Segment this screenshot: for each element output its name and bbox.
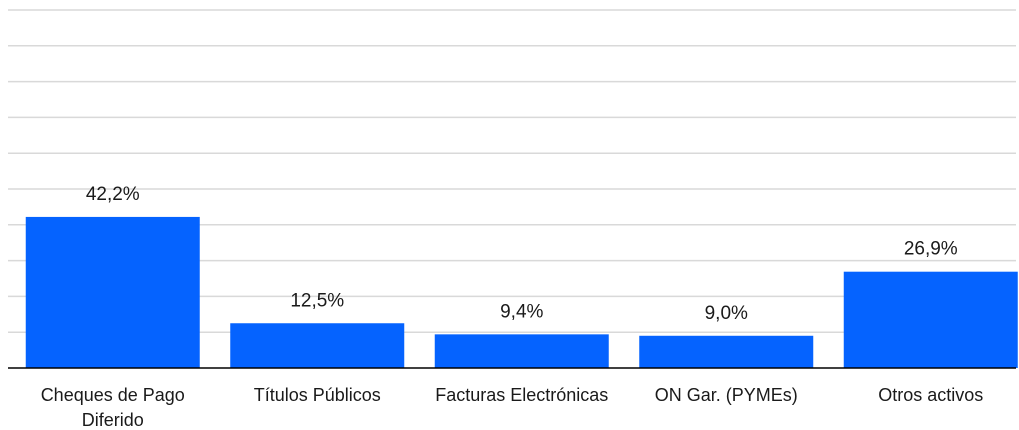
data-label: 26,9% [904, 239, 958, 260]
data-label: 12,5% [290, 290, 344, 311]
bar [230, 323, 405, 368]
bar [639, 335, 814, 368]
category-label: Otros activos [878, 385, 983, 405]
data-label: 9,4% [500, 301, 543, 322]
category-label: Títulos Públicos [254, 385, 381, 405]
bars [25, 216, 1018, 368]
bar [843, 271, 1018, 368]
category-labels: Cheques de Pago Diferido Títulos Públicos F… [41, 385, 984, 430]
category-label: Facturas Electrónicas [435, 385, 608, 405]
data-label: 9,0% [705, 303, 748, 324]
category-label: Cheques de Pago [41, 385, 185, 405]
data-labels: 42,2% 12,5% 9,4% 9,0% 26,9% [86, 184, 958, 324]
category-label: ON Gar. (PYMEs) [655, 385, 798, 405]
bar [25, 216, 200, 368]
category-label: Diferido [82, 410, 144, 430]
bar [434, 334, 609, 368]
data-label: 42,2% [86, 184, 140, 205]
